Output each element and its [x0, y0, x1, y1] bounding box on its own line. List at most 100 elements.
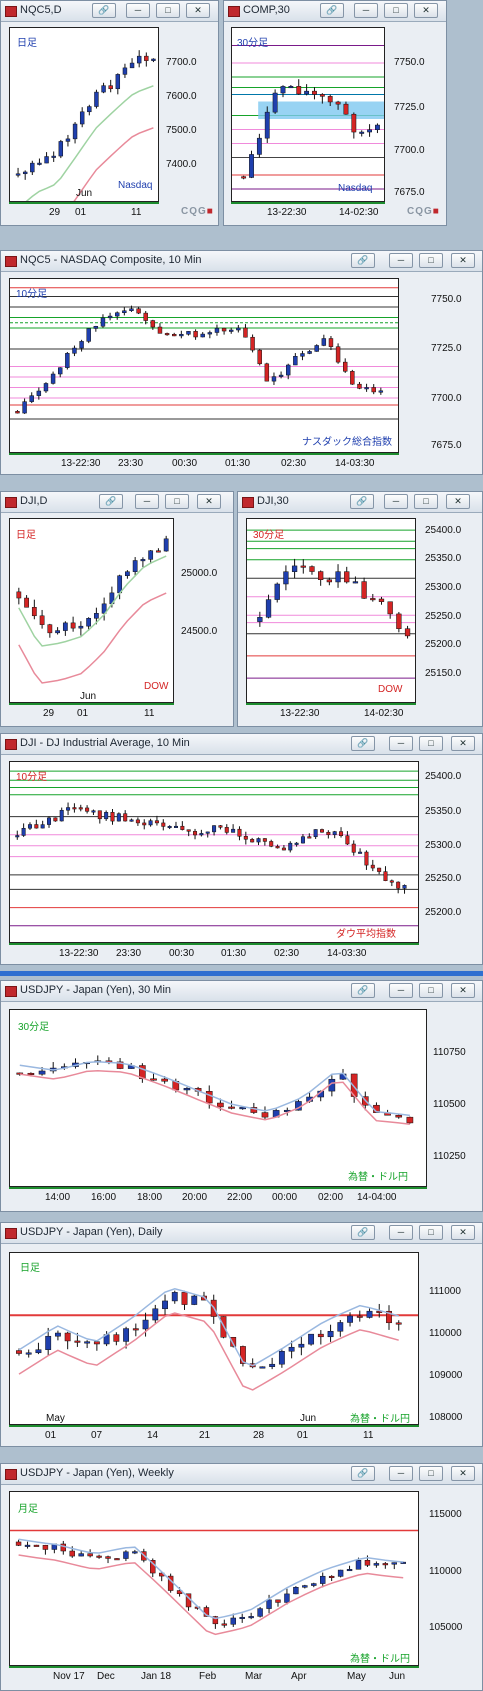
close-button[interactable]: ✕: [451, 983, 475, 998]
candle-body: [139, 1065, 146, 1080]
link-button[interactable]: 🔗: [92, 3, 116, 18]
minimize-button[interactable]: ─: [354, 3, 378, 18]
candle-body: [370, 864, 375, 869]
titlebar[interactable]: USDJPY - Japan (Yen), Daily 🔗 ─ □ ✕: [1, 1223, 482, 1244]
y-axis-label: 7700.0: [431, 393, 462, 404]
close-button[interactable]: ✕: [451, 1225, 475, 1240]
price-chart[interactable]: 月足 為替・ドル円: [9, 1491, 419, 1666]
candle-body: [228, 1106, 235, 1109]
titlebar[interactable]: DJI - DJ Industrial Average, 10 Min 🔗 ─ …: [1, 734, 482, 755]
candle-body: [15, 835, 20, 838]
candle-body: [406, 1116, 414, 1124]
link-button[interactable]: 🔗: [351, 253, 375, 268]
price-chart[interactable]: 30分足 Nasdaq: [231, 27, 385, 202]
candle-body: [357, 383, 362, 389]
minimize-button[interactable]: ─: [389, 253, 413, 268]
window-usdjpy-30min[interactable]: USDJPY - Japan (Yen), 30 Min 🔗 ─ □ ✕ 30分…: [0, 980, 483, 1212]
close-button[interactable]: ✕: [451, 736, 475, 751]
price-chart[interactable]: 日足 Nasdaq Jun: [9, 27, 159, 202]
maximize-button[interactable]: □: [419, 736, 443, 751]
chart-period-label: 日足: [16, 530, 36, 541]
window-comp-30[interactable]: COMP,30 🔗 ─ □ ✕ 30分足 Nasdaq 7750.0 7725.…: [223, 0, 447, 226]
y-axis-label: 25250.0: [425, 611, 462, 622]
maximize-button[interactable]: □: [419, 983, 443, 998]
maximize-button[interactable]: □: [165, 494, 189, 509]
window-dji-10min[interactable]: DJI - DJ Industrial Average, 10 Min 🔗 ─ …: [0, 733, 483, 965]
candle-body: [27, 824, 32, 829]
candle-body: [257, 349, 262, 365]
candle-body: [275, 1599, 281, 1603]
minimize-button[interactable]: ─: [135, 494, 159, 509]
candle-body: [313, 829, 318, 838]
window-usdjpy-daily[interactable]: USDJPY - Japan (Yen), Daily 🔗 ─ □ ✕ 日足 為…: [0, 1222, 483, 1447]
window-nqc5-10min[interactable]: NQC5 - NASDAQ Composite, 10 Min 🔗 ─ □ ✕ …: [0, 250, 483, 475]
price-chart[interactable]: 10分足 ナスダック総合指数: [9, 278, 399, 453]
window-title: USDJPY - Japan (Yen), Weekly: [20, 1467, 174, 1479]
chart-window-icon: [5, 739, 17, 750]
maximize-button[interactable]: □: [419, 1225, 443, 1240]
titlebar[interactable]: NQC5,D 🔗 ─ □ ✕: [1, 1, 218, 22]
titlebar[interactable]: COMP,30 🔗 ─ □ ✕: [224, 1, 446, 22]
close-button[interactable]: ✕: [186, 3, 210, 18]
link-button[interactable]: 🔗: [351, 736, 375, 751]
candle-body: [257, 1608, 263, 1617]
titlebar[interactable]: DJI,D 🔗 ─ □ ✕: [1, 492, 233, 513]
maximize-button[interactable]: □: [156, 3, 180, 18]
link-button[interactable]: 🔗: [351, 983, 375, 998]
candle-body: [364, 1560, 371, 1566]
window-dji-daily[interactable]: DJI,D 🔗 ─ □ ✕ 日足 DOW Jun 25000.0 24500.0…: [0, 491, 234, 727]
minimize-button[interactable]: ─: [126, 3, 150, 18]
window-nqc5-daily[interactable]: NQC5,D 🔗 ─ □ ✕ 日足 Nasdaq Jun 7700.0 7600…: [0, 0, 219, 226]
close-button[interactable]: ✕: [197, 494, 221, 509]
price-chart[interactable]: 日足 DOW Jun: [9, 518, 174, 703]
candle-body: [132, 1328, 139, 1331]
close-button[interactable]: ✕: [451, 1466, 475, 1481]
candle-body: [93, 325, 99, 329]
minimize-button[interactable]: ─: [389, 736, 413, 751]
minimize-button[interactable]: ─: [389, 1466, 413, 1481]
price-chart[interactable]: 30分足 為替・ドル円: [9, 1009, 427, 1187]
candle-body: [30, 162, 35, 173]
maximize-button[interactable]: □: [419, 253, 443, 268]
x-tick-label: Jan 18: [141, 1671, 172, 1682]
candle-body: [332, 831, 337, 835]
candle-body: [108, 85, 113, 90]
moving-average-line: [19, 1061, 410, 1117]
link-button[interactable]: 🔗: [99, 494, 123, 509]
close-button[interactable]: ✕: [451, 253, 475, 268]
y-axis-label: 25350.0: [425, 806, 462, 817]
chart-window-icon: [5, 1469, 17, 1480]
window-usdjpy-weekly[interactable]: USDJPY - Japan (Yen), Weekly 🔗 ─ □ ✕ 月足 …: [0, 1463, 483, 1691]
titlebar[interactable]: NQC5 - NASDAQ Composite, 10 Min 🔗 ─ □ ✕: [1, 251, 482, 272]
maximize-button[interactable]: □: [419, 1466, 443, 1481]
price-chart[interactable]: 日足 為替・ドル円 May Jun: [9, 1252, 419, 1425]
minimize-button[interactable]: ─: [389, 1225, 413, 1240]
link-button[interactable]: 🔗: [351, 1225, 375, 1240]
close-button[interactable]: ✕: [414, 3, 438, 18]
maximize-button[interactable]: □: [414, 494, 438, 509]
titlebar[interactable]: USDJPY - Japan (Yen), 30 Min 🔗 ─ □ ✕: [1, 981, 482, 1002]
candle-body: [335, 346, 341, 363]
month-label: May: [46, 1413, 65, 1424]
titlebar[interactable]: DJI,30 🔗 ─ □ ✕: [238, 492, 482, 513]
x-tick-label: Mar: [245, 1671, 263, 1682]
maximize-button[interactable]: □: [384, 3, 408, 18]
price-chart[interactable]: 30分足 DOW: [246, 518, 416, 703]
candle-body: [309, 566, 315, 572]
candle-body: [116, 813, 121, 822]
link-button[interactable]: 🔗: [351, 1466, 375, 1481]
window-dji-30[interactable]: DJI,30 🔗 ─ □ ✕ 30分足 DOW 25400.0 25350.0 …: [237, 491, 483, 727]
price-chart[interactable]: 10分足 ダウ平均指数: [9, 761, 419, 943]
close-button[interactable]: ✕: [446, 494, 470, 509]
link-button[interactable]: 🔗: [350, 494, 374, 509]
minimize-button[interactable]: ─: [389, 983, 413, 998]
x-tick-label: 01: [77, 708, 89, 719]
y-axis-label: 110000: [429, 1566, 462, 1577]
minimize-button[interactable]: ─: [384, 494, 408, 509]
candle-body: [72, 123, 78, 140]
candle-body: [266, 1599, 272, 1609]
moving-average-line: [18, 555, 167, 647]
link-button[interactable]: 🔗: [320, 3, 344, 18]
titlebar[interactable]: USDJPY - Japan (Yen), Weekly 🔗 ─ □ ✕: [1, 1464, 482, 1485]
candle-body: [122, 310, 127, 313]
